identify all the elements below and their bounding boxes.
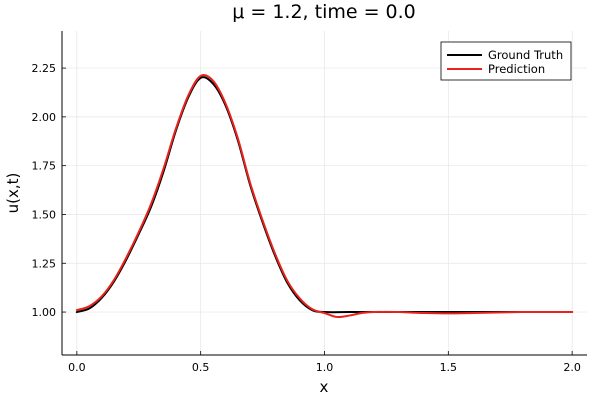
chart-title: μ = 1.2, time = 0.0 <box>232 1 416 23</box>
series-line-prediction <box>75 73 574 319</box>
y-tick-label: 1.50 <box>32 208 57 221</box>
y-tick-label: 1.25 <box>32 257 57 270</box>
y-tick-label: 2.00 <box>32 111 57 124</box>
y-tick-label: 2.25 <box>32 62 57 75</box>
x-tick-label: 1.5 <box>440 361 458 374</box>
legend-label-ground-truth: Ground Truth <box>488 48 563 62</box>
x-tick-label: 1.0 <box>316 361 334 374</box>
y-axis-label: u(x,t) <box>4 173 22 214</box>
y-tick-label: 1.00 <box>32 306 57 319</box>
y-tick-label: 1.75 <box>32 160 57 173</box>
axes <box>61 31 587 356</box>
legend-label-prediction: Prediction <box>488 62 545 76</box>
legend-box <box>440 41 572 81</box>
x-tick-label: 2.0 <box>563 361 581 374</box>
tick-labels: 0.0 0.5 1.0 1.5 2.0 1.00 1.25 1.50 1.75 2.00 2.25 <box>32 62 581 374</box>
legend: Ground Truth Prediction <box>440 41 572 81</box>
x-axis-label: x <box>320 378 329 396</box>
series-lines <box>75 73 574 319</box>
x-tick-label: 0.5 <box>192 361 210 374</box>
x-tick-label: 0.0 <box>68 361 86 374</box>
